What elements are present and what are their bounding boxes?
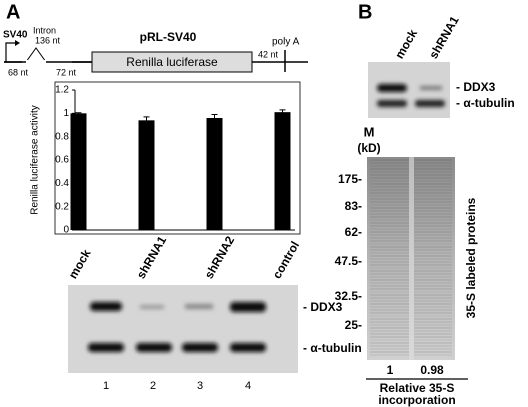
bar <box>70 113 87 230</box>
x-tick-label: shRNA2 <box>202 233 238 281</box>
marker-unit: (kD) <box>357 141 380 155</box>
blot-bands <box>88 302 266 352</box>
band-label: - DDX3 <box>456 80 496 94</box>
error-bar <box>75 112 82 114</box>
band <box>420 86 442 90</box>
blot-bands <box>377 84 445 107</box>
panel-label: B <box>358 1 372 23</box>
x-tick-label: shRNA1 <box>134 233 170 281</box>
y-axis-label: Renilla luciferase activity <box>30 105 41 215</box>
chart-frame <box>54 81 301 235</box>
band <box>185 304 213 309</box>
marker-label: 25- <box>345 318 362 332</box>
y-tick-label: 1.2 <box>55 85 69 96</box>
error-bar <box>211 114 218 122</box>
segment-label: 72 nt <box>56 67 77 77</box>
bar <box>206 118 223 230</box>
construct-title: pRL-SV40 <box>140 30 197 44</box>
marker-label: 62- <box>345 225 362 239</box>
band <box>377 100 407 107</box>
band <box>140 305 164 309</box>
blot <box>68 285 298 373</box>
lane-label: mock <box>392 27 420 61</box>
y-tick-label: 0.8 <box>55 131 69 142</box>
band <box>415 100 445 107</box>
band <box>182 343 218 352</box>
lane-gap <box>409 157 414 360</box>
y-tick-label: 0.2 <box>55 201 69 212</box>
gel-label: 35-S labeled proteins <box>464 197 478 318</box>
incorporation-label: Relative 35-S <box>380 381 455 395</box>
lane-number: 1 <box>103 380 109 392</box>
incorporation-value: 1 <box>387 363 394 377</box>
band <box>90 302 122 311</box>
marker-label: 83- <box>345 199 362 213</box>
polya-label: poly A <box>272 37 300 48</box>
error-bar <box>143 116 150 124</box>
band-label: - α-tubulin <box>303 341 362 355</box>
y-tick-label: 1 <box>63 108 69 119</box>
error-bar <box>279 109 286 115</box>
x-tick-label: control <box>270 239 302 281</box>
lane-number: 2 <box>150 380 156 392</box>
y-tick-label: 0.4 <box>55 178 69 189</box>
panel-label: A <box>6 1 20 23</box>
incorporation-label: incorporation <box>378 393 455 407</box>
incorporation-value: 0.98 <box>420 363 444 377</box>
y-tick-label: 0 <box>63 225 69 236</box>
band <box>230 343 266 352</box>
marker-title: M <box>364 124 375 139</box>
marker-label: 175- <box>338 172 362 186</box>
gel-texture <box>370 157 452 360</box>
y-tick-label: 0.6 <box>55 155 69 166</box>
lane-number: 4 <box>245 380 251 392</box>
x-tick-label: mock <box>66 247 94 281</box>
gene-label: Renilla luciferase <box>126 55 218 69</box>
band <box>136 343 172 352</box>
promoter-arrow <box>5 42 18 62</box>
band <box>377 84 407 92</box>
lane-label: shRNA1 <box>426 13 462 61</box>
intron-length: 136 nt <box>35 35 61 45</box>
segment-label: 42 nt <box>258 49 279 59</box>
marker-label: 32.5- <box>335 289 362 303</box>
band-label: - α-tubulin <box>456 96 515 110</box>
arrow-head <box>15 40 20 46</box>
intron-splice <box>25 47 47 63</box>
band-label: - DDX3 <box>303 300 343 314</box>
marker-label: 47.5- <box>335 254 362 268</box>
segment-label: 68 nt <box>8 67 29 77</box>
lane-number: 3 <box>197 380 203 392</box>
band <box>230 302 266 312</box>
promoter-label: SV40 <box>3 30 28 41</box>
intron-label: Intron <box>33 25 56 35</box>
band <box>88 343 124 352</box>
bar <box>138 120 155 230</box>
bar <box>274 112 291 230</box>
